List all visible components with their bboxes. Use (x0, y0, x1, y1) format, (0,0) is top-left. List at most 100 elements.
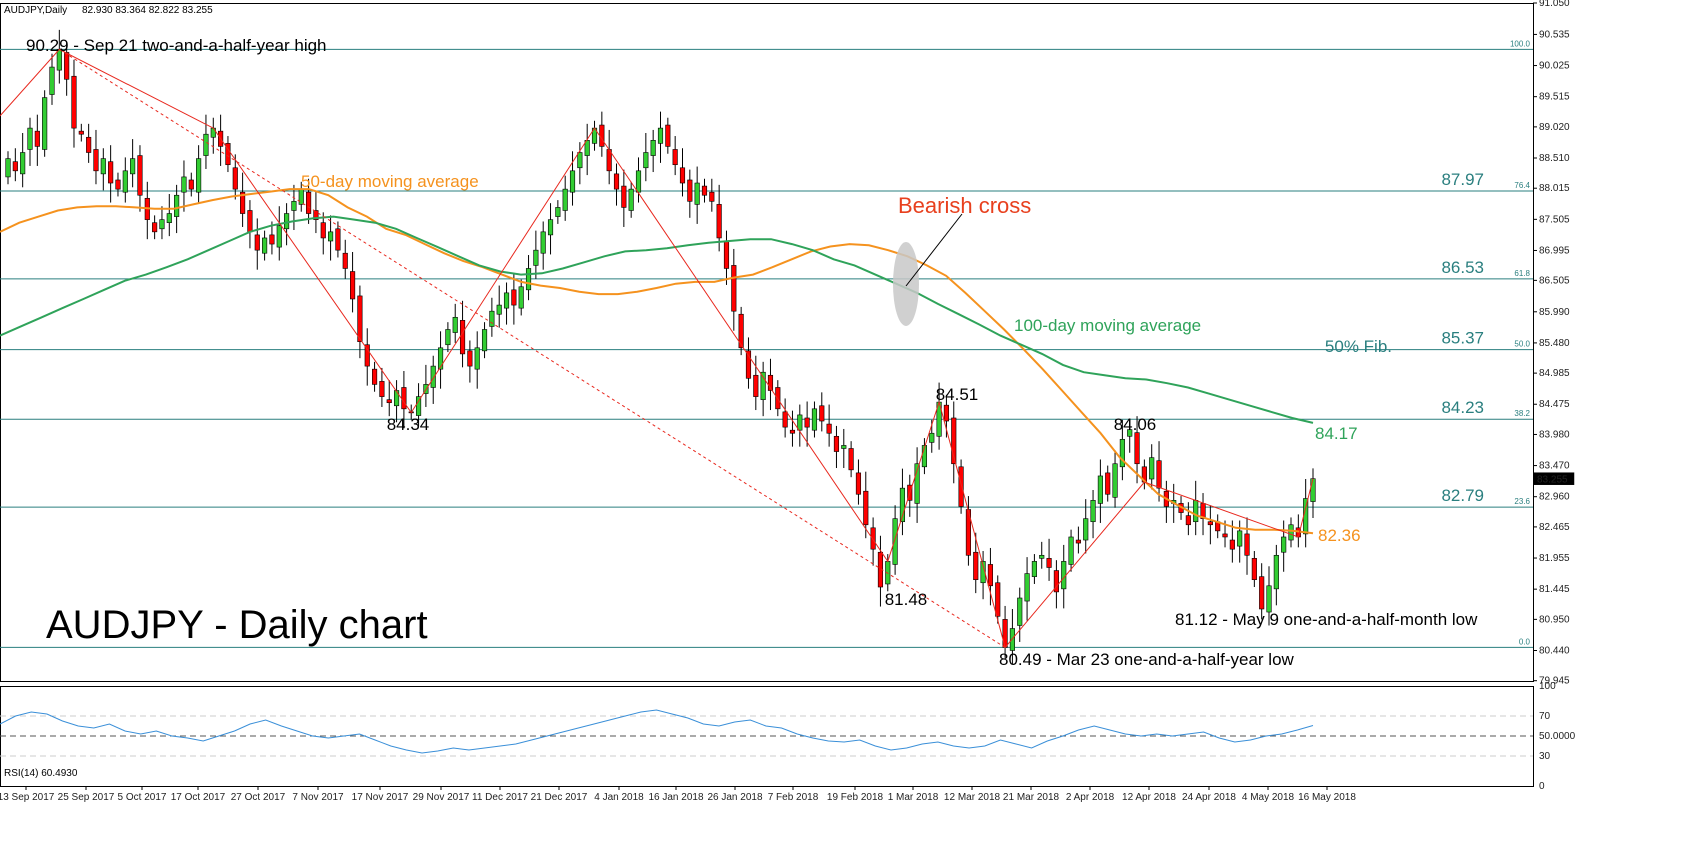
ma50-line (0, 188, 1314, 535)
candle-bear (93, 149, 99, 172)
candle-bear (108, 161, 114, 184)
candle-bull (474, 347, 480, 370)
bearish-cross-pointer (905, 213, 963, 287)
chart-big-title: AUDJPY - Daily chart (46, 603, 428, 647)
candle-bull (262, 237, 268, 254)
candle-bull (437, 347, 444, 370)
candle-bear (254, 234, 260, 251)
candle-bull (328, 231, 334, 242)
candle-bear (320, 222, 326, 239)
candle-bull (1127, 429, 1133, 437)
candle-bear (115, 179, 121, 190)
candle-bull (1193, 500, 1199, 523)
candle-bear (995, 582, 1001, 617)
candle-bear (86, 136, 92, 153)
price-axis-label: 87.505 (1539, 214, 1570, 225)
time-axis-label: 24 Apr 2018 (1182, 792, 1236, 803)
candle-bear (848, 448, 854, 471)
price-axis-label: 79.945 (1539, 676, 1570, 687)
fib-level-percent: 61.8 (1514, 269, 1530, 278)
candle-bear (379, 381, 385, 397)
candle-bull (1149, 457, 1155, 480)
candle-bull (577, 152, 583, 169)
candle-bull (1237, 530, 1243, 547)
candle-bull (1288, 524, 1294, 541)
annotation-text: 50% Fib. (1325, 337, 1392, 356)
annotation-text: Bearish cross (898, 193, 1031, 218)
candle-bull (130, 158, 136, 175)
candle-bull (841, 445, 847, 449)
candle-bull (1266, 585, 1272, 613)
annotation-text: 80.49 - Mar 23 one-and-a-half-year low (999, 650, 1295, 669)
candle-bull (892, 518, 898, 565)
time-axis-label: 12 Mar 2018 (944, 792, 1001, 803)
candle-bull (525, 268, 532, 291)
candle-bull (430, 365, 436, 388)
zigzag-line (0, 48, 1314, 649)
price-axis-label: 83.470 (1539, 461, 1570, 472)
candle-bear (731, 265, 737, 312)
candle-bull (489, 310, 495, 327)
candle-bear (467, 350, 473, 367)
time-axis-label: 2 Apr 2018 (1066, 792, 1115, 803)
candle-bear (401, 387, 407, 410)
annotation-text: 100-day moving average (1014, 316, 1201, 335)
main-price-panel: 100.0 76.4 87.97 61.8 86.53 50.0 85.37 38.2 84.2… (0, 3, 1534, 682)
candle-bear (716, 204, 722, 239)
candle-bull (20, 152, 26, 175)
candle-bull (657, 127, 664, 144)
candle-bull (503, 292, 510, 309)
candle-bull (1090, 500, 1096, 523)
candle-bear (350, 271, 356, 300)
candle-bull (650, 140, 656, 156)
candle-bull (1273, 554, 1279, 590)
candle-bull (393, 390, 400, 407)
price-axis-label: 88.015 (1539, 183, 1570, 194)
candle-bear (1259, 576, 1265, 610)
price-axis-label: 85.480 (1539, 338, 1570, 349)
candle-bull (1031, 561, 1037, 577)
candle-bear (1185, 515, 1191, 526)
candle-bull (210, 127, 216, 138)
candle-bear (335, 228, 341, 251)
rsi-axis-label: 100 (1539, 681, 1556, 692)
time-axis-label: 12 Apr 2018 (1122, 792, 1176, 803)
candle-bear (1222, 533, 1228, 538)
candle-bear (819, 405, 825, 422)
candle-bull (1281, 536, 1287, 553)
candle-bull (181, 176, 187, 193)
candle-bear (34, 130, 40, 147)
candle-bear (232, 167, 238, 190)
candle-bear (1156, 460, 1162, 489)
time-axis-label: 21 Dec 2017 (531, 792, 588, 803)
candle-bear (833, 435, 840, 452)
fib-level-percent: 23.6 (1514, 497, 1530, 506)
candle-bear (313, 210, 319, 220)
candle-bear (745, 350, 752, 379)
fib-level-percent: 0.0 (1519, 637, 1531, 646)
price-axis-label: 90.535 (1539, 29, 1570, 40)
time-axis-label: 19 Feb 2018 (827, 792, 884, 803)
candle-bear (78, 130, 84, 135)
candle-bull (635, 170, 642, 193)
candle-bull (555, 207, 561, 217)
price-axis-label: 91.050 (1539, 0, 1570, 9)
annotation-text: 50-day moving average (301, 172, 479, 191)
candle-bull (980, 561, 986, 584)
candle-bear (364, 344, 370, 367)
annotation-text: 84.34 (387, 415, 430, 434)
candle-bull (1303, 498, 1309, 535)
price-axis-label: 86.995 (1539, 245, 1570, 256)
time-axis-label: 26 Jan 2018 (707, 792, 762, 803)
candle-bull (547, 219, 554, 236)
candle-bull (1119, 439, 1125, 468)
annotation-text: 84.06 (1114, 415, 1157, 434)
rsi-axis-label: 50.0000 (1539, 731, 1576, 742)
time-axis-label: 29 Nov 2017 (413, 792, 470, 803)
rsi-line (0, 709, 1314, 754)
fib-level-percent: 100.0 (1510, 39, 1531, 48)
candle-bear (1229, 539, 1235, 550)
chart-header-symbol: AUDJPY,Daily (4, 5, 67, 16)
price-axis-label: 85.990 (1539, 307, 1570, 318)
candle-bull (415, 396, 422, 416)
